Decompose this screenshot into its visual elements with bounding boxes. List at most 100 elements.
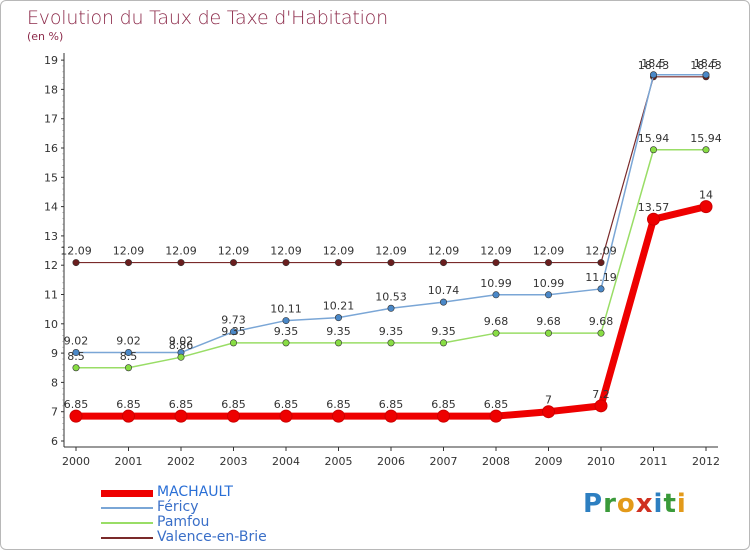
data-label: 6.85 [116,398,141,411]
x-tick-label: 2010 [587,455,615,468]
x-tick-label: 2008 [482,455,510,468]
data-label: 6.85 [326,398,351,411]
data-point [544,291,552,299]
y-tick-label: 14 [44,201,58,214]
data-label: 9.68 [536,315,561,328]
data-point [125,259,133,267]
data-label: 12.09 [60,245,92,258]
data-point [230,339,238,347]
data-label: 7 [545,394,552,407]
data-label: 6.85 [484,398,509,411]
data-label: 10.99 [480,277,512,290]
data-label: 12.09 [270,245,302,258]
data-label: 15.94 [638,132,670,145]
data-point [177,259,185,267]
data-label: 12.09 [428,245,460,258]
data-point [649,71,657,79]
data-point [492,259,500,267]
data-point [647,212,660,226]
data-label: 12.09 [480,245,512,258]
data-point [174,409,188,423]
data-point [282,317,290,325]
data-point [334,259,342,267]
logo-letter: r [603,489,617,519]
logo-letter: P [583,489,604,519]
logo-letter: i [676,489,687,519]
data-label: 18.5 [694,57,719,70]
proxiti-logo: Proxiti [583,489,687,519]
y-tick-label: 6 [51,435,58,448]
data-label: 10.21 [323,300,355,313]
data-point [69,409,83,423]
y-tick-label: 15 [44,171,58,184]
y-tick-label: 18 [44,83,58,96]
data-point [125,364,133,372]
data-label: 12.09 [323,245,355,258]
x-tick-label: 2002 [167,455,195,468]
chart-title: Evolution du Taux de Taxe d'Habitation [27,7,388,29]
y-tick-label: 13 [44,230,58,243]
series-line [76,76,706,264]
data-label: 10.11 [270,303,302,316]
data-point [227,409,240,423]
x-tick-label: 2000 [62,455,90,468]
data-label: 14 [699,189,713,202]
data-label: 12.09 [533,245,565,258]
data-label: 13.57 [638,201,670,214]
data-label: 18.5 [641,57,666,70]
data-label: 10.99 [533,277,565,290]
data-label: 9.35 [221,325,246,338]
data-label: 12.09 [113,245,145,258]
data-point [597,259,605,267]
data-point [387,304,395,312]
data-point [649,146,657,154]
data-label: 9.35 [274,325,299,338]
data-point [492,291,500,299]
data-label: 9.35 [431,325,456,338]
x-tick-label: 2005 [325,455,353,468]
data-label: 9.35 [326,325,351,338]
data-point [279,409,293,423]
data-label: 10.53 [375,290,407,303]
chart-subtitle: (en %) [27,30,64,43]
logo-letter: o [616,489,636,519]
data-point [384,409,398,423]
x-tick-label: 2003 [220,455,248,468]
data-point [282,339,290,347]
data-point [282,259,290,267]
data-label: 6.85 [431,398,456,411]
y-tick-label: 7 [51,406,58,419]
y-tick-label: 8 [51,376,58,389]
data-label: 8.5 [67,350,85,363]
data-point [230,259,238,267]
x-tick-label: 2001 [115,455,143,468]
data-point [387,339,395,347]
data-point [594,399,608,413]
data-point [122,409,135,423]
legend-swatch [101,490,153,497]
data-point [542,405,555,419]
data-label: 9.73 [221,314,246,327]
data-point [387,259,395,267]
data-label: 12.09 [218,245,250,258]
y-tick-label: 17 [44,113,58,126]
y-tick-label: 12 [44,259,58,272]
data-point [334,339,342,347]
data-label: 15.94 [690,132,722,145]
data-label: 9.02 [169,335,194,348]
data-point [544,259,552,267]
data-label: 8.5 [120,350,138,363]
data-point [492,329,500,337]
legend-label: Féricy [157,499,199,515]
data-label: 12.09 [585,245,617,258]
data-label: 9.35 [379,325,404,338]
data-label: 18.43 [638,59,670,72]
y-tick-label: 11 [44,289,58,302]
data-point [437,409,450,423]
data-point [699,200,713,214]
data-point [702,146,710,154]
data-label: 11.19 [585,271,617,284]
x-tick-label: 2007 [430,455,458,468]
data-label: 8.86 [169,339,194,352]
